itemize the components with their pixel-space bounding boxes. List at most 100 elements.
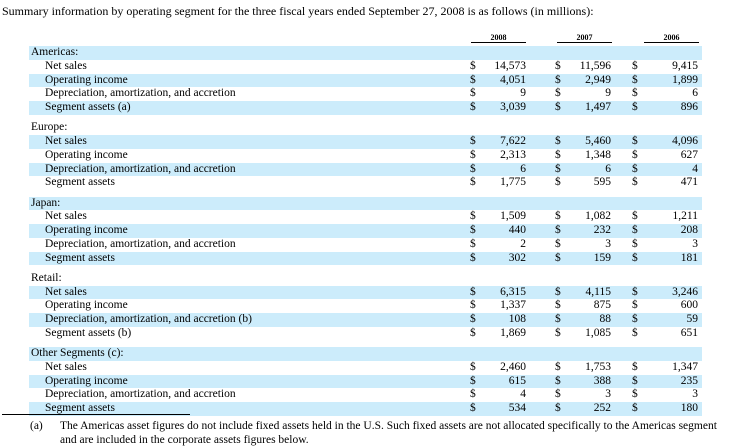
cell-value: 302 <box>508 251 526 264</box>
cell-value: 5,460 <box>585 135 611 147</box>
cell-value: 3 <box>605 237 611 250</box>
currency-sign: $ <box>632 299 638 312</box>
cell-value: 4,115 <box>585 285 611 298</box>
currency-sign: $ <box>555 237 561 250</box>
row-label: Net sales <box>45 135 87 147</box>
cell-value: 180 <box>680 402 698 414</box>
currency-sign: $ <box>632 237 638 250</box>
segment-name: Retail: <box>31 271 62 284</box>
cell-value: 1,899 <box>672 73 698 86</box>
currency-sign: $ <box>632 176 638 189</box>
currency-sign: $ <box>470 360 476 373</box>
currency-sign: $ <box>470 162 476 175</box>
currency-sign: $ <box>632 87 638 100</box>
currency-sign: $ <box>470 388 476 401</box>
cell-value: 9,415 <box>672 59 698 72</box>
segment-heading-row: Europe: <box>29 121 702 135</box>
currency-sign: $ <box>470 224 476 236</box>
row-label: Segment assets <box>45 251 115 264</box>
currency-sign: $ <box>470 59 476 72</box>
currency-sign: $ <box>555 148 561 161</box>
table-row: Net sales $7,622 $5,460 $4,096 <box>29 135 702 149</box>
currency-sign: $ <box>632 73 638 86</box>
cell-value: 1,775 <box>500 176 526 189</box>
currency-sign: $ <box>632 148 638 161</box>
currency-sign: $ <box>632 224 638 236</box>
cell-value: 252 <box>593 402 611 414</box>
row-label: Depreciation, amortization, and accretio… <box>45 237 236 250</box>
row-label: Operating income <box>45 374 128 387</box>
table-row: Operating income $1,337 $875 $600 <box>29 299 702 313</box>
row-label: Net sales <box>45 59 87 72</box>
cell-value: 11,596 <box>579 59 611 72</box>
cell-value: 1,082 <box>585 210 611 223</box>
cell-value: 3 <box>692 237 698 250</box>
cell-value: 108 <box>508 313 526 325</box>
currency-sign: $ <box>555 374 561 387</box>
currency-sign: $ <box>470 374 476 387</box>
currency-sign: $ <box>632 135 638 147</box>
currency-sign: $ <box>632 313 638 325</box>
currency-sign: $ <box>632 101 638 113</box>
row-label: Segment assets (b) <box>45 326 132 339</box>
currency-sign: $ <box>555 313 561 325</box>
currency-sign: $ <box>555 285 561 298</box>
cell-value: 9 <box>605 87 611 100</box>
currency-sign: $ <box>632 210 638 223</box>
row-label: Net sales <box>45 360 87 373</box>
cell-value: 2 <box>520 237 526 250</box>
currency-sign: $ <box>555 299 561 312</box>
segment-heading-row: Americas: <box>29 46 702 60</box>
year-header: 2008 <box>471 33 526 43</box>
currency-sign: $ <box>470 313 476 325</box>
year-header-row: 2008 2007 2006 <box>29 33 702 43</box>
cell-value: 1,497 <box>585 101 611 113</box>
currency-sign: $ <box>632 374 638 387</box>
row-label: Operating income <box>45 224 128 236</box>
row-label: Depreciation, amortization, and accretio… <box>45 87 236 100</box>
currency-sign: $ <box>555 360 561 373</box>
segment-name: Japan: <box>31 196 61 209</box>
currency-sign: $ <box>470 402 476 414</box>
table-row: Operating income $2,313 $1,348 $627 <box>29 149 702 163</box>
cell-value: 1,085 <box>585 326 611 339</box>
cell-value: 181 <box>680 251 698 264</box>
currency-sign: $ <box>632 360 638 373</box>
currency-sign: $ <box>555 402 561 414</box>
table-row: Segment assets (a) $3,039 $1,497 $896 <box>29 101 702 115</box>
cell-value: 471 <box>680 176 698 189</box>
cell-value: 208 <box>680 224 698 236</box>
currency-sign: $ <box>632 251 638 264</box>
row-label: Segment assets (a) <box>45 101 131 113</box>
cell-value: 59 <box>686 313 699 325</box>
segment-name: Europe: <box>31 121 68 134</box>
cell-value: 3,039 <box>500 101 526 113</box>
table-row: Depreciation, amortization, and accretio… <box>29 162 702 177</box>
row-label: Net sales <box>45 285 87 298</box>
intro-text: Summary information by operating segment… <box>2 4 594 18</box>
currency-sign: $ <box>632 285 638 298</box>
cell-value: 875 <box>593 299 611 312</box>
year-header: 2007 <box>557 33 612 43</box>
cell-value: 896 <box>680 101 698 113</box>
cell-value: 88 <box>599 313 612 325</box>
cell-value: 6 <box>520 162 526 175</box>
table-row: Segment assets (b) $1,869 $1,085 $651 <box>29 327 702 341</box>
row-label: Depreciation, amortization, and accretio… <box>45 313 252 325</box>
currency-sign: $ <box>632 388 638 401</box>
cell-value: 3 <box>692 388 698 401</box>
currency-sign: $ <box>555 135 561 147</box>
table-row: Net sales $1,509 $1,082 $1,211 <box>29 210 702 224</box>
currency-sign: $ <box>470 101 476 113</box>
currency-sign: $ <box>470 176 476 189</box>
table-row: Depreciation, amortization, and accretio… <box>29 87 702 101</box>
row-label: Segment assets <box>45 402 115 414</box>
cell-value: 1,211 <box>672 210 698 223</box>
cell-value: 159 <box>593 251 611 264</box>
currency-sign: $ <box>470 251 476 264</box>
row-label: Depreciation, amortization, and accretio… <box>45 388 236 401</box>
cell-value: 4 <box>692 162 698 175</box>
currency-sign: $ <box>632 326 638 339</box>
table-row: Operating income $615 $388 $235 <box>29 374 702 389</box>
currency-sign: $ <box>632 402 638 414</box>
